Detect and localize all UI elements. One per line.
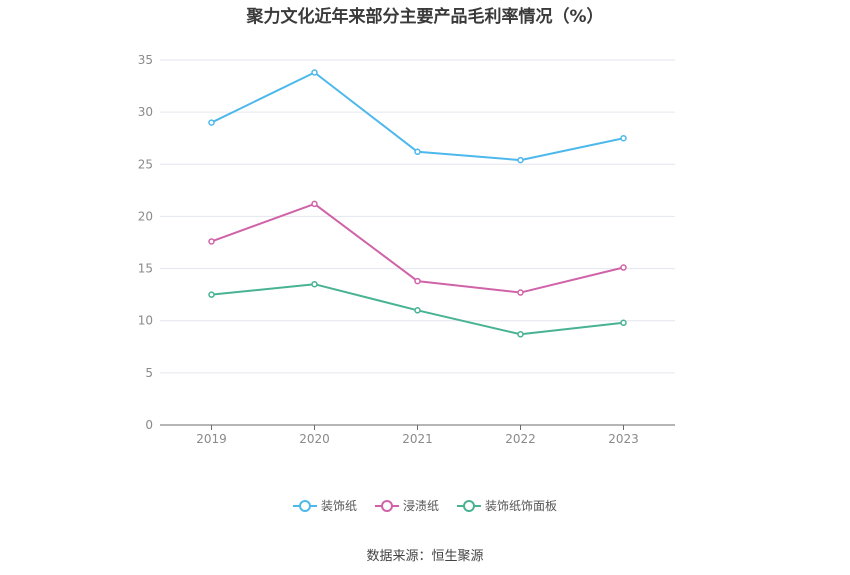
y-tick-label: 0 xyxy=(145,418,153,432)
chart-title: 聚力文化近年来部分主要产品毛利率情况（%） xyxy=(246,7,604,27)
y-tick-label: 15 xyxy=(138,262,153,276)
legend-symbol-1 xyxy=(374,499,399,513)
x-tick-label: 2021 xyxy=(402,432,433,446)
data-source: 数据来源：恒生聚源 xyxy=(366,549,484,564)
legend-symbol-0 xyxy=(292,499,317,513)
legend-item-0[interactable]: 装饰纸 xyxy=(292,497,357,514)
y-tick-label: 5 xyxy=(145,366,153,380)
gridlines xyxy=(160,59,675,374)
y-tick-label: 20 xyxy=(138,209,153,223)
legend-label-1: 浸渍纸 xyxy=(402,499,439,513)
x-tick-label: 2023 xyxy=(608,432,639,446)
data-point[interactable] xyxy=(517,289,524,296)
data-point[interactable] xyxy=(620,319,627,327)
data-point[interactable] xyxy=(620,134,627,142)
legend-label-0: 装饰纸 xyxy=(320,499,357,513)
data-point[interactable] xyxy=(208,291,215,298)
legend: 装饰纸 浸渍纸 装饰纸饰面板 xyxy=(0,497,850,514)
x-axis-ticks: 2019 2020 2021 2022 2023 xyxy=(196,425,639,446)
data-point[interactable] xyxy=(311,200,318,208)
data-point[interactable] xyxy=(414,277,421,285)
series-group xyxy=(208,69,627,338)
data-point[interactable] xyxy=(208,238,215,245)
y-axis-ticks: 0 5 10 15 20 25 30 35 xyxy=(138,53,153,432)
data-point[interactable] xyxy=(208,119,215,126)
legend-label-2: 装饰纸饰面板 xyxy=(485,499,558,513)
y-tick-label: 10 xyxy=(138,314,153,328)
y-tick-label: 35 xyxy=(138,53,153,67)
legend-item-2[interactable]: 装饰纸饰面板 xyxy=(457,497,557,514)
y-tick-label: 25 xyxy=(138,157,153,171)
series-line-0 xyxy=(211,71,624,162)
x-tick-label: 2019 xyxy=(196,432,227,446)
legend-item-1[interactable]: 浸渍纸 xyxy=(374,497,439,514)
y-tick-label: 30 xyxy=(138,105,153,119)
data-point[interactable] xyxy=(517,331,524,338)
data-point[interactable] xyxy=(620,264,627,271)
data-point[interactable] xyxy=(517,156,524,164)
legend-symbol-2 xyxy=(457,499,481,513)
data-point[interactable] xyxy=(311,69,318,76)
data-point[interactable] xyxy=(414,307,421,314)
data-point[interactable] xyxy=(414,148,421,156)
x-tick-label: 2020 xyxy=(299,432,330,446)
data-point[interactable] xyxy=(311,280,318,288)
x-tick-label: 2022 xyxy=(505,432,536,446)
